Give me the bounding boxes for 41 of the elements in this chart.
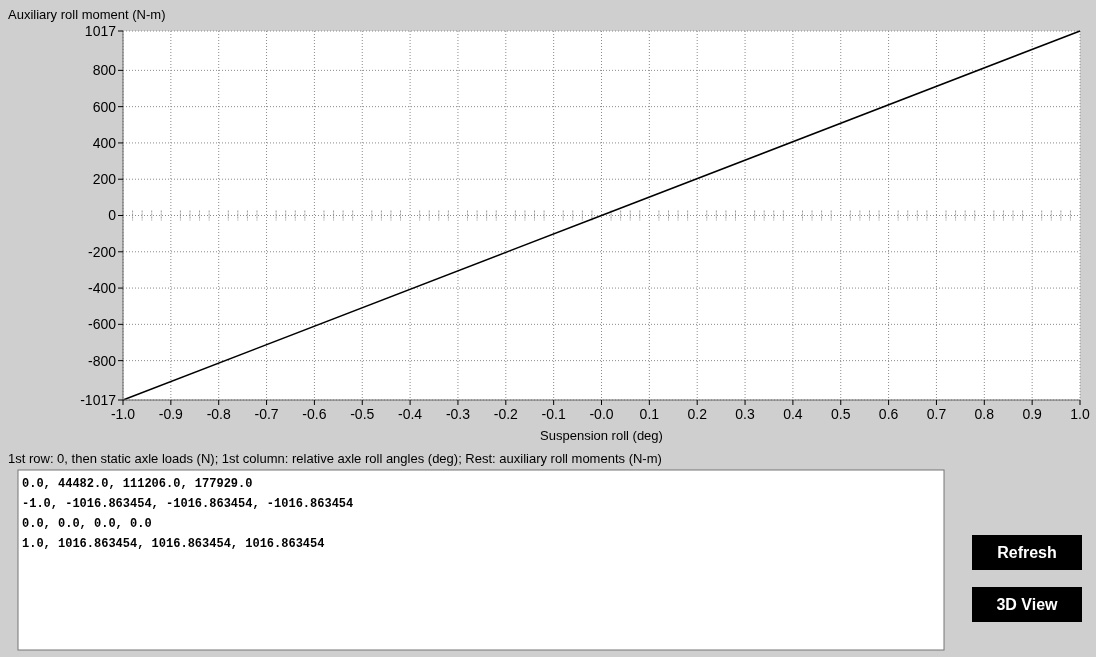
x-tick-label: -0.7 [254, 406, 279, 422]
y-tick-label: 800 [92, 62, 117, 79]
x-tick-label: 0.3 [735, 406, 755, 422]
x-tick-label: 1.0 [1070, 406, 1090, 422]
x-tick-label: -0.8 [206, 406, 231, 422]
x-tick-label: -0.2 [493, 406, 519, 422]
text: 3D View [996, 596, 1059, 613]
x-tick-label: 0.6 [878, 406, 899, 422]
x-tick-label: -1.0 [110, 406, 136, 422]
text: Refresh [997, 544, 1057, 561]
x-tick-label: 0.2 [687, 406, 708, 422]
x-tick-label: -0.4 [398, 406, 423, 422]
y-tick-label: -800 [87, 352, 117, 369]
x-tick-label: -0.1 [541, 406, 566, 422]
y-tick-label: 1017 [84, 22, 117, 39]
y-tick-label: 600 [92, 98, 117, 115]
y-tick-label: -400 [87, 279, 117, 296]
y-axis-title: Auxiliary roll moment (N-m) [8, 7, 166, 22]
y-tick-label: -600 [87, 316, 117, 333]
x-tick-label: -0.9 [158, 406, 184, 422]
y-tick-label: -200 [87, 243, 117, 260]
y-tick-label: -1017 [80, 391, 117, 408]
text: 0.0, 44482.0, 111206.0, 177929.0 [22, 477, 253, 491]
y-tick-label: 0 [108, 207, 117, 224]
text: 1st row: 0, then static axle loads (N); 1st column: relative axle roll angles (deg); Rest: auxiliary roll moments (N-m) [8, 451, 662, 466]
text: 1.0, 1016.863454, 1016.863454, 1016.863454 [22, 537, 325, 551]
y-tick-label: 200 [92, 171, 117, 188]
x-tick-label: -0.5 [350, 406, 375, 422]
x-tick-label: 0.1 [639, 406, 660, 422]
x-tick-label: 0.5 [831, 406, 851, 422]
x-tick-label: -0.0 [589, 406, 614, 422]
text: -1.0, -1016.863454, -1016.863454, -1016.863454 [22, 497, 354, 511]
x-axis-title: Suspension roll (deg) [540, 428, 663, 443]
x-tick-label: -0.3 [445, 406, 471, 422]
x-tick-label: -0.6 [302, 406, 327, 422]
x-tick-label: 0.8 [974, 406, 995, 422]
x-tick-label: 0.7 [926, 406, 947, 422]
y-tick-label: 400 [92, 134, 117, 151]
x-tick-label: 0.9 [1022, 406, 1043, 422]
text: 0.0, 0.0, 0.0, 0.0 [22, 517, 152, 531]
x-tick-label: 0.4 [783, 406, 803, 422]
